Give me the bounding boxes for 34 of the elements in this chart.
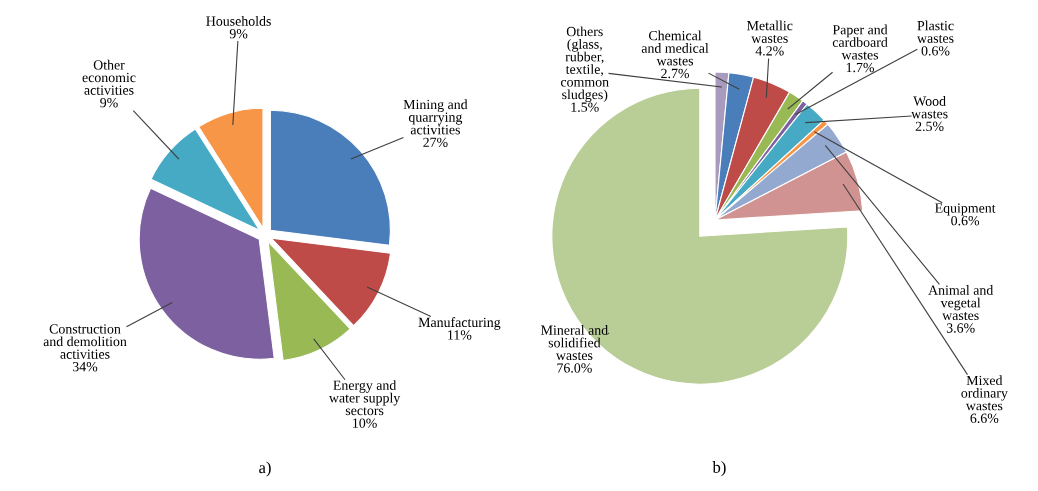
data-label: 2.7% <box>661 68 690 79</box>
slice-label: Metallic wastes <box>747 20 793 43</box>
data-label: 1.5% <box>571 102 599 112</box>
slice-label: Paper and cardboard wastes <box>832 24 888 60</box>
slice-label: Wood wastes <box>911 96 948 119</box>
slice-label: Construction and demolition activities <box>43 324 127 359</box>
data-label: 9% <box>100 98 118 108</box>
slice-label: Plastic wastes <box>917 20 954 43</box>
slice-label: Households <box>206 16 271 26</box>
data-label: 6.6% <box>970 413 999 424</box>
slice-label: Equipment <box>935 203 996 216</box>
data-label: 9% <box>229 29 248 39</box>
slice-label: Energy and water supply sectors <box>328 380 401 416</box>
slice-label: Manufacturing <box>418 317 501 330</box>
data-label: 3.6% <box>946 323 975 333</box>
text: b) <box>712 461 726 477</box>
data-label: 27% <box>423 137 448 148</box>
slice-label: Mineral and solidified wastes <box>541 325 608 361</box>
slice-label: Other economic activities <box>82 59 136 95</box>
text: a) <box>259 461 271 477</box>
data-label: 1.7% <box>846 62 875 73</box>
data-label: 2.5% <box>915 121 944 132</box>
data-label: 76.0% <box>557 363 592 373</box>
slice-label: Mining and quarrying activities <box>403 99 468 135</box>
slice-label: Others (glass, rubber, textile, common sludges) <box>560 26 609 103</box>
slice-label: Mixed ordinary wastes <box>961 375 1008 411</box>
data-label: 0.6% <box>951 215 980 226</box>
slice-label: Chemical and medical wastes <box>641 30 709 66</box>
data-label: 0.6% <box>921 46 950 56</box>
slice-label: Animal and vegetal wastes <box>928 285 994 321</box>
data-label: 34% <box>72 362 98 372</box>
data-label: 4.2% <box>755 46 784 56</box>
data-label: 10% <box>353 418 377 428</box>
data-label: 11% <box>448 330 472 340</box>
